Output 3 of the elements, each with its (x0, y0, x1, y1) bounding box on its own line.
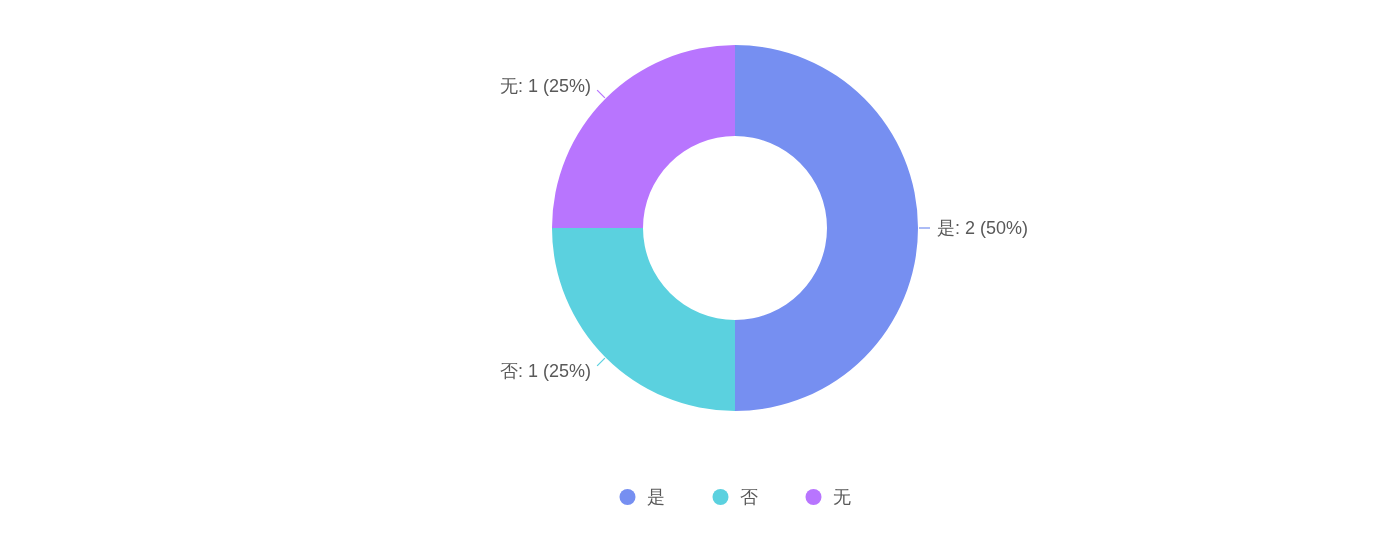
legend-label: 否 (739, 487, 758, 507)
legend-label: 是 (646, 487, 665, 507)
legend-label: 无 (832, 487, 851, 507)
